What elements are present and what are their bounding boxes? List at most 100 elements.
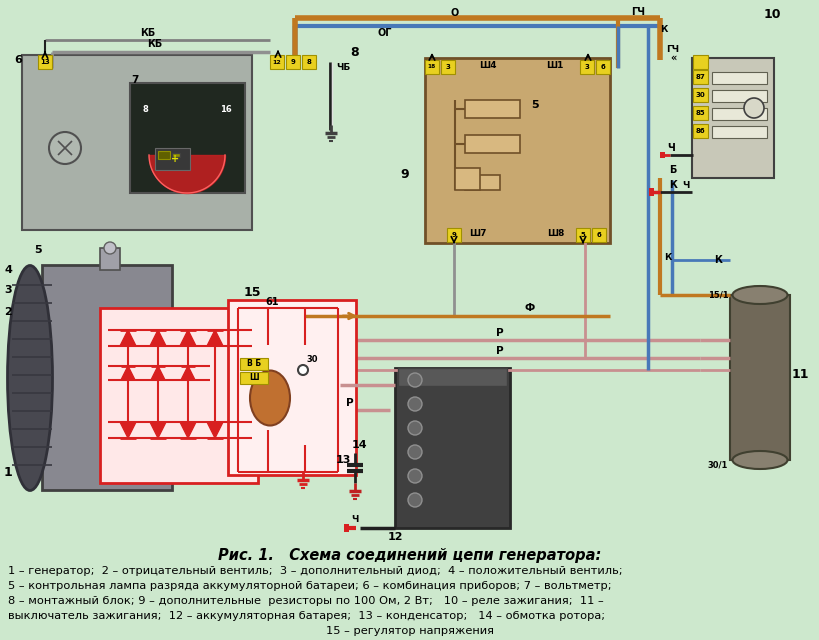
Text: Ш: Ш — [249, 374, 259, 383]
Text: Ч: Ч — [681, 182, 689, 191]
Polygon shape — [150, 422, 165, 438]
Text: КБ: КБ — [140, 28, 156, 38]
Bar — [158, 151, 170, 159]
Text: 5: 5 — [531, 100, 538, 110]
Bar — [692, 55, 707, 69]
Text: Р: Р — [346, 398, 353, 408]
Text: ГЧ: ГЧ — [666, 45, 679, 54]
Text: 13: 13 — [40, 59, 50, 65]
Text: Б: Б — [668, 165, 676, 175]
Text: 3: 3 — [4, 285, 11, 295]
Polygon shape — [206, 422, 223, 438]
Text: 7: 7 — [131, 75, 138, 85]
Text: О: О — [450, 8, 459, 18]
Bar — [691, 58, 773, 178]
Bar — [464, 100, 519, 118]
Text: «: « — [669, 53, 676, 63]
Text: 85: 85 — [695, 110, 704, 116]
Text: 3: 3 — [445, 64, 450, 70]
Text: 4: 4 — [4, 265, 12, 275]
Text: 5: 5 — [580, 232, 585, 238]
Text: 5 – контрольная лампа разряда аккумуляторной батареи; 6 – комбинация приборов; 7: 5 – контрольная лампа разряда аккумулято… — [8, 581, 611, 591]
Bar — [711, 126, 766, 138]
Text: ОГ: ОГ — [378, 28, 391, 38]
Polygon shape — [181, 366, 195, 380]
Text: Р: Р — [495, 328, 503, 338]
Text: 10: 10 — [762, 8, 780, 20]
Text: 3: 3 — [584, 64, 589, 70]
Text: Ф: Ф — [524, 303, 535, 313]
Text: 8: 8 — [142, 106, 147, 115]
Text: 12: 12 — [272, 60, 281, 65]
Bar — [575, 228, 590, 242]
Bar — [172, 153, 180, 157]
Text: 2: 2 — [4, 307, 11, 317]
Text: В Б: В Б — [247, 360, 260, 369]
Bar — [711, 72, 766, 84]
Bar — [692, 106, 707, 120]
Text: Ш8: Ш8 — [546, 230, 564, 239]
Text: 15: 15 — [243, 285, 260, 298]
Circle shape — [49, 132, 81, 164]
Bar — [301, 55, 315, 69]
Polygon shape — [120, 422, 136, 438]
Circle shape — [408, 445, 422, 459]
Text: 16: 16 — [219, 106, 232, 115]
Text: КБ: КБ — [147, 39, 162, 49]
Text: 8: 8 — [351, 45, 359, 58]
Bar — [424, 60, 438, 74]
Bar — [286, 55, 300, 69]
Text: 9: 9 — [400, 168, 409, 182]
Text: К: К — [663, 253, 671, 262]
Bar — [424, 58, 609, 243]
Polygon shape — [150, 330, 165, 346]
Bar — [240, 372, 268, 384]
Ellipse shape — [7, 266, 52, 490]
Text: Ч: Ч — [667, 143, 674, 153]
Bar — [455, 168, 479, 190]
Polygon shape — [206, 330, 223, 346]
Text: 18: 18 — [428, 65, 436, 70]
Circle shape — [297, 365, 308, 375]
Bar — [692, 70, 707, 84]
Bar — [130, 83, 245, 193]
Text: Ш1: Ш1 — [545, 61, 563, 70]
Bar — [591, 228, 605, 242]
Ellipse shape — [250, 371, 290, 426]
Bar — [711, 90, 766, 102]
Text: 12: 12 — [387, 532, 402, 542]
Bar — [38, 55, 52, 69]
Text: Ш7: Ш7 — [468, 230, 486, 239]
Text: 15/1: 15/1 — [707, 291, 727, 300]
Text: 61: 61 — [265, 297, 278, 307]
Bar — [711, 108, 766, 120]
Bar — [464, 135, 519, 153]
Polygon shape — [120, 330, 136, 346]
Circle shape — [104, 242, 115, 254]
Text: 87: 87 — [695, 74, 704, 80]
Polygon shape — [121, 366, 135, 380]
Text: К: К — [713, 255, 721, 265]
Bar — [395, 368, 509, 528]
Polygon shape — [180, 422, 196, 438]
Text: Ш4: Ш4 — [478, 61, 496, 70]
Text: 6: 6 — [14, 55, 22, 65]
Bar — [228, 300, 355, 475]
Text: 8 – монтажный блок; 9 – дополнительные  резисторы по 100 Ом, 2 Вт;   10 – реле з: 8 – монтажный блок; 9 – дополнительные р… — [8, 596, 603, 606]
Text: 8: 8 — [306, 59, 311, 65]
Bar — [240, 358, 268, 370]
Text: 30/1: 30/1 — [707, 461, 727, 470]
Text: 6: 6 — [596, 232, 600, 238]
Text: 9: 9 — [451, 232, 456, 238]
Text: 30: 30 — [305, 355, 318, 365]
Bar — [729, 295, 789, 460]
Text: выключатель зажигания;  12 – аккумуляторная батарея;  13 – конденсатор;   14 – о: выключатель зажигания; 12 – аккумуляторн… — [8, 611, 604, 621]
Bar — [441, 60, 455, 74]
Text: Р: Р — [495, 346, 503, 356]
Circle shape — [408, 469, 422, 483]
Bar — [446, 228, 460, 242]
Text: Ч: Ч — [351, 515, 358, 525]
Text: 1 – генератор;  2 – отрицательный вентиль;  3 – дополнительный диод;  4 – положи: 1 – генератор; 2 – отрицательный вентиль… — [8, 566, 622, 576]
Bar — [648, 188, 654, 196]
Bar — [155, 148, 190, 170]
